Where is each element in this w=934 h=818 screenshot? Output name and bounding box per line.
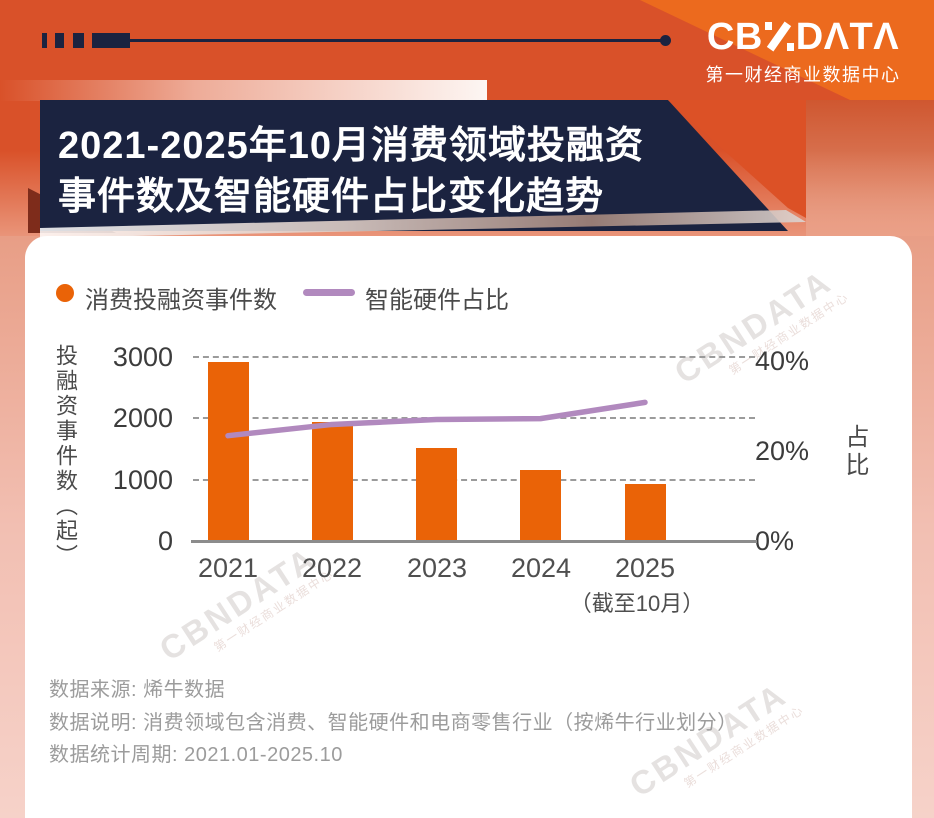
chart-card: CBNDATA 第一财经商业数据中心 CBNDATA 第一财经商业数据中心 CB… — [25, 236, 912, 818]
watermark-text: CBNDATA — [622, 675, 794, 804]
logo-right-letters: DΛTΛ — [795, 16, 900, 58]
legend-line-label: 智能硬件占比 — [365, 287, 509, 314]
x-label-2023: 2023 — [406, 553, 468, 583]
decor-horizontal-line — [130, 39, 663, 42]
x-label-2022: 2022 — [301, 553, 363, 583]
right-axis-tick-0: 0% — [755, 526, 795, 556]
decor-line-end-dot — [660, 35, 671, 46]
right-axis-title: 占比 — [841, 424, 868, 480]
bar-2024 — [520, 470, 561, 541]
legend-line-swatch-icon — [303, 289, 355, 296]
x-label-2024: 2024 — [510, 553, 572, 583]
bar-2023 — [416, 447, 457, 541]
left-axis-tick-3000: 3000 — [112, 342, 173, 372]
decor-bar-4 — [92, 33, 130, 48]
decor-light-band — [0, 80, 487, 101]
page-title-line2: 事件数及智能硬件占比变化趋势 — [58, 176, 605, 218]
x-label-2025-note: （截至10月） — [569, 591, 705, 616]
data-description-note: 数据说明: 消费领域包含消费、智能硬件和电商零售行业（按烯牛行业划分） — [49, 712, 738, 734]
gridline-3000 — [193, 356, 755, 358]
x-axis-baseline — [191, 540, 757, 543]
left-axis-tick-1000: 1000 — [112, 465, 173, 495]
bar-2025 — [624, 483, 666, 541]
bar-2021 — [207, 361, 249, 541]
left-axis-title: 投融资事件数（起） — [53, 344, 78, 569]
x-label-2025: 2025 — [614, 553, 676, 583]
brand-block: CB DΛTΛ 第一财经商业数据中心 — [698, 16, 908, 87]
left-axis-tick-0: 0 — [157, 526, 173, 556]
decor-bar-3 — [73, 33, 84, 48]
legend-bar-swatch-icon — [56, 284, 74, 302]
bar-2022 — [311, 422, 353, 541]
right-axis-tick-20: 20% — [755, 436, 810, 466]
decor-bar-1 — [42, 33, 47, 48]
title-block — [40, 100, 788, 231]
data-source-note: 数据来源: 烯牛数据 — [49, 679, 226, 701]
watermark: CBNDATA 第一财经商业数据中心 — [623, 672, 807, 817]
data-period-note: 数据统计周期: 2021.01-2025.10 — [49, 744, 343, 766]
watermark: CBNDATA 第一财经商业数据中心 — [668, 259, 852, 404]
cbndata-logo: CB DΛTΛ — [698, 16, 908, 58]
logo-left-letters: CB — [706, 16, 763, 58]
x-label-2021: 2021 — [197, 553, 259, 583]
logo-stylized-n-icon — [764, 21, 794, 52]
gridline-2000 — [193, 417, 755, 420]
left-axis-tick-2000: 2000 — [112, 403, 173, 433]
brand-subtitle: 第一财经商业数据中心 — [705, 65, 901, 85]
right-axis-tick-40: 40% — [755, 346, 810, 376]
legend-bar-label: 消费投融资事件数 — [85, 287, 277, 314]
gridline-1000 — [193, 478, 755, 481]
page-title-line1: 2021-2025年10月消费领域投融资 — [58, 125, 644, 167]
decor-bar-2 — [55, 33, 64, 48]
